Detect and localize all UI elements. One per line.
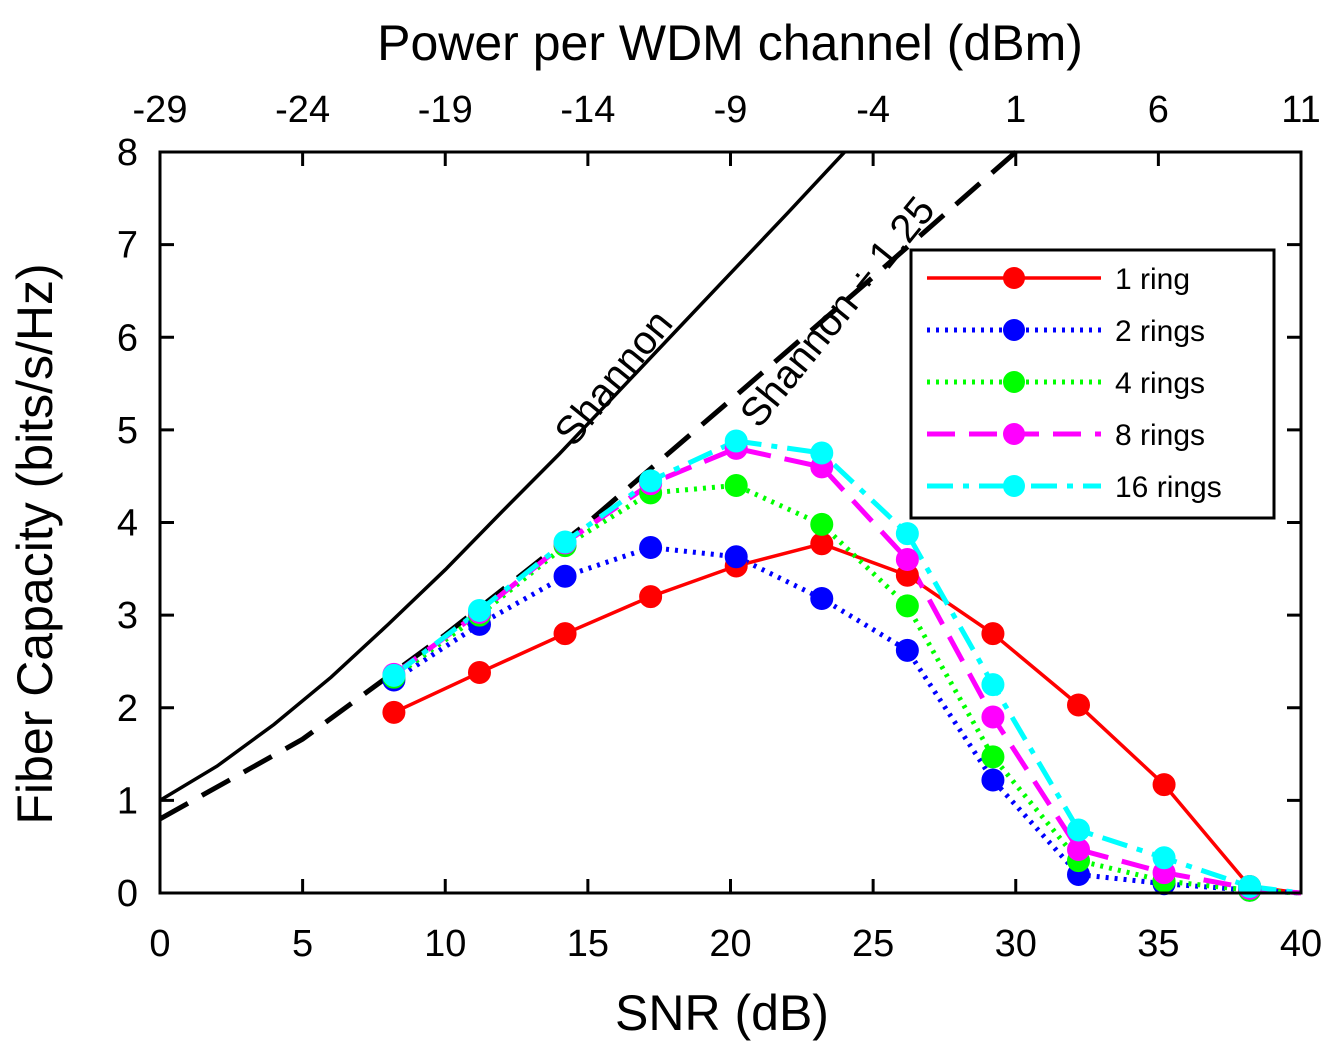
legend-marker-3 [1003, 371, 1025, 393]
x2-tick-label: -19 [418, 89, 473, 131]
y-tick-label: 0 [117, 873, 138, 915]
y-tick-label: 2 [117, 688, 138, 730]
series-5-point [724, 429, 748, 453]
series-1-point [1067, 693, 1091, 717]
x2-tick-label: -24 [275, 89, 330, 131]
x-tick-label: 25 [852, 923, 894, 965]
y-tick-label: 3 [117, 595, 138, 637]
series-1-point [639, 585, 663, 609]
legend-marker-5 [1003, 475, 1025, 497]
series-5-point [1152, 846, 1176, 870]
legend-box [909, 248, 1276, 520]
y-tick-label: 5 [117, 410, 138, 452]
marker-layer [382, 429, 1262, 902]
series-1-point [382, 700, 406, 724]
series-4-point [1067, 837, 1091, 861]
x-axis-title: SNR (dB) [615, 985, 829, 1041]
series-5-point [895, 522, 919, 546]
x-tick-label: 40 [1280, 923, 1322, 965]
series-1-point [810, 532, 834, 556]
series-1-point [1152, 773, 1176, 797]
series-5-point [467, 598, 491, 622]
x2-tick-label: -4 [856, 89, 890, 131]
x2-tick-label: 6 [1148, 89, 1169, 131]
x-tick-label: 15 [567, 923, 609, 965]
series-line-1 [393, 541, 1302, 895]
x-tick-label: 0 [149, 923, 170, 965]
curve-layer [158, 150, 1302, 896]
shannon-scaled-curve [158, 150, 1018, 822]
legend-marker-1 [1003, 267, 1025, 289]
y-tick-label: 4 [117, 503, 138, 545]
series-2-point [981, 768, 1005, 792]
series-line-2 [392, 544, 1302, 896]
y-tick-label: 1 [117, 780, 138, 822]
x2-axis-title: Power per WDM channel (dBm) [377, 15, 1083, 71]
series-2-point [639, 536, 663, 560]
series-5-point [553, 530, 577, 554]
series-4-point [895, 548, 919, 572]
y-tick-label: 6 [117, 317, 138, 359]
series-3-point [724, 473, 748, 497]
legend-marker-4 [1003, 423, 1025, 445]
series-4-point [981, 705, 1005, 729]
series-line-4 [392, 445, 1302, 896]
plot-frame [158, 150, 1303, 895]
y-tick-label: 7 [117, 225, 138, 267]
series-line-5 [392, 438, 1302, 896]
legend-label-2: 2 rings [1115, 315, 1205, 348]
legend-marker-2 [1003, 319, 1025, 341]
legend-label-4: 8 rings [1115, 419, 1205, 452]
y-axis-title: Fiber Capacity (bits/s/Hz) [7, 263, 63, 824]
series-1-point [553, 622, 577, 646]
series-2-point [724, 545, 748, 569]
series-2-point [553, 564, 577, 588]
x-tick-label: 10 [424, 923, 466, 965]
series-3-point [810, 512, 834, 536]
legend: 1 ring 2 rings 4 rings 8 rings 16 rings [909, 248, 1276, 520]
series-3-point [981, 745, 1005, 769]
series-1-point [981, 622, 1005, 646]
series-5-point [382, 663, 406, 687]
x2-tick-label: 1 [1005, 89, 1026, 131]
series-5-point [810, 441, 834, 465]
x2-tick-label: -29 [133, 89, 188, 131]
y-tick-label: 8 [117, 132, 138, 174]
legend-label-1: 1 ring [1115, 263, 1190, 296]
tick-layer: 0 5 10 15 20 25 30 35 40 0 1 2 3 4 5 6 7 8-29 -24 -19 -14 -9 -… [117, 89, 1322, 965]
series-1-point [467, 661, 491, 685]
series-3-point [895, 594, 919, 618]
legend-label-3: 4 rings [1115, 367, 1205, 400]
x-tick-label: 5 [292, 923, 313, 965]
x-tick-label: 20 [709, 923, 751, 965]
series-5-point [639, 469, 663, 493]
series-5-point [1067, 818, 1091, 842]
x2-tick-label: 11 [1281, 89, 1320, 131]
shannon-curve [159, 150, 846, 802]
x-tick-label: 35 [1137, 923, 1179, 965]
x-tick-label: 30 [995, 923, 1037, 965]
x2-tick-label: -14 [560, 89, 615, 131]
series-5-point [981, 673, 1005, 697]
legend-label-5: 16 rings [1115, 471, 1222, 504]
series-2-point [895, 638, 919, 662]
series-2-point [810, 586, 834, 610]
x2-tick-label: -9 [714, 89, 748, 131]
